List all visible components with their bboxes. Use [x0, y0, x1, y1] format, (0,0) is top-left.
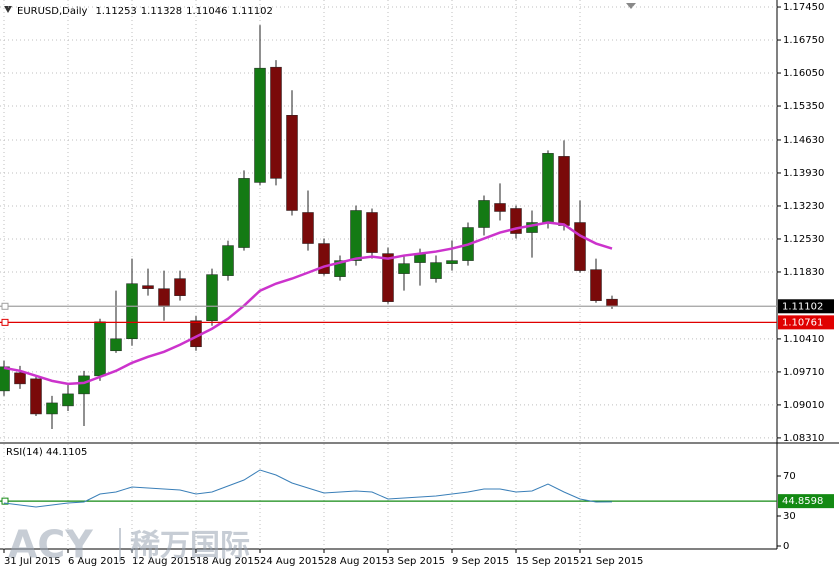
- x-tick-label: 31 Jul 2015: [4, 556, 61, 567]
- candle-body: [46, 402, 58, 415]
- level-label-box: [778, 494, 834, 509]
- candle-body: [110, 338, 122, 352]
- indicator-line: [3, 469, 613, 508]
- candle-body: [14, 372, 26, 385]
- chart-title: EURUSD,Daily: [17, 6, 88, 17]
- y-tick-label: 1.08310: [783, 433, 824, 444]
- candle-body: [430, 262, 442, 279]
- level-marker: [1, 318, 9, 326]
- candle-body: [542, 153, 554, 223]
- candle-body: [174, 278, 186, 296]
- y-tick-label: 30: [783, 511, 796, 522]
- y-tick-label: 1.16750: [783, 35, 824, 46]
- x-tick-label: 21 Sep 2015: [580, 556, 643, 567]
- candle-body: [142, 285, 154, 289]
- level-label: 44.8598: [782, 496, 823, 507]
- level-marker: [1, 302, 9, 310]
- level-label-box: [778, 315, 834, 330]
- candle-body: [558, 156, 570, 226]
- candle-body: [62, 393, 74, 407]
- high-value: 1.11328: [141, 6, 182, 17]
- candle-body: [286, 115, 298, 211]
- x-tick-label: 18 Aug 2015: [196, 556, 260, 567]
- y-tick-label: 70: [783, 471, 796, 482]
- x-tick-label: 12 Aug 2015: [132, 556, 196, 567]
- y-tick-label: 1.12530: [783, 234, 824, 245]
- watermark-name: 稀万国际: [130, 529, 250, 564]
- x-tick-label: 3 Sep 2015: [388, 556, 445, 567]
- candle-body: [590, 269, 602, 301]
- candle-body: [494, 203, 506, 212]
- candle-body: [222, 245, 234, 276]
- candle-body: [270, 66, 282, 179]
- candle-body: [206, 274, 218, 321]
- y-tick-label: 1.17450: [783, 2, 824, 13]
- candle-body: [94, 321, 106, 377]
- candle-body: [158, 288, 170, 307]
- y-tick-label: 1.15350: [783, 101, 824, 112]
- chart-header: EURUSD,Daily 1.11253 1.11328 1.11046 1.11102: [17, 6, 273, 17]
- candle-body: [510, 208, 522, 234]
- y-tick-label: 1.13930: [783, 168, 824, 179]
- candle-body: [350, 210, 362, 261]
- symbol-icon: [4, 6, 12, 13]
- y-tick-label: 1.13230: [783, 201, 824, 212]
- y-tick-label: 1.09010: [783, 400, 824, 411]
- y-tick-label: 1.11830: [783, 267, 824, 278]
- x-tick-label: 6 Aug 2015: [68, 556, 126, 567]
- x-tick-label: 28 Aug 2015: [324, 556, 388, 567]
- candle-body: [478, 200, 490, 228]
- candle-body: [366, 212, 378, 253]
- indicator-title: RSI(14) 44.1105: [6, 447, 87, 458]
- level-marker: [1, 497, 9, 505]
- level-label-box: [778, 299, 834, 314]
- candle-body: [78, 375, 90, 395]
- candle-body: [238, 178, 250, 248]
- candle-body: [398, 263, 410, 274]
- level-label: 1.10761: [782, 317, 823, 328]
- candle-body: [0, 366, 10, 392]
- y-tick-label: 1.14630: [783, 135, 824, 146]
- low-value: 1.11046: [186, 6, 227, 17]
- watermark-brand: ACY: [8, 523, 93, 567]
- moving-average-line: [3, 221, 613, 386]
- open-value: 1.11253: [95, 6, 136, 17]
- candle-body: [126, 283, 138, 340]
- candle-body: [382, 253, 394, 302]
- y-tick-label: 0: [783, 541, 789, 552]
- candle-body: [30, 378, 42, 415]
- candle-body: [302, 212, 314, 244]
- candle-body: [254, 67, 266, 183]
- y-tick-label: 1.09710: [783, 367, 824, 378]
- level-label: 1.11102: [782, 301, 823, 312]
- x-tick-label: 15 Sep 2015: [516, 556, 579, 567]
- shift-marker: [626, 3, 636, 9]
- candle-body: [334, 260, 346, 277]
- x-tick-label: 24 Aug 2015: [260, 556, 324, 567]
- candle-body: [318, 243, 330, 274]
- candle-body: [446, 260, 458, 264]
- y-tick-label: 1.10410: [783, 334, 824, 345]
- candle-body: [606, 298, 618, 307]
- candle-body: [574, 222, 586, 271]
- y-tick-label: 1.16050: [783, 68, 824, 79]
- x-tick-label: 9 Sep 2015: [452, 556, 509, 567]
- close-value: 1.11102: [232, 6, 273, 17]
